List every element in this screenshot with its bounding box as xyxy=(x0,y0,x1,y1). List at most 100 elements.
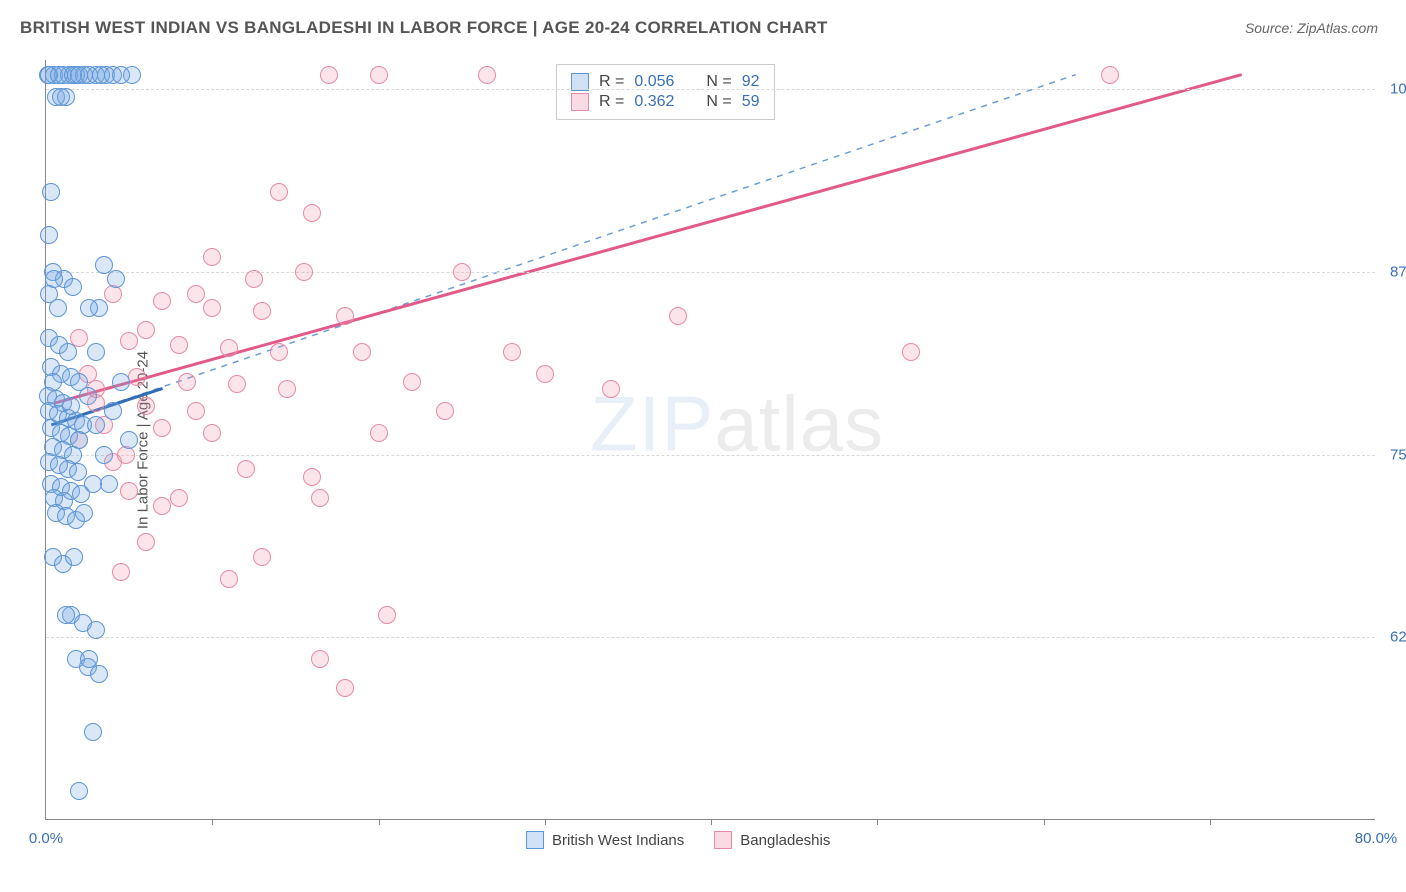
scatter-point xyxy=(120,332,138,350)
scatter-point xyxy=(270,343,288,361)
scatter-point xyxy=(65,548,83,566)
scatter-point xyxy=(187,402,205,420)
x-tick-mark xyxy=(379,819,380,825)
scatter-point xyxy=(80,650,98,668)
scatter-point xyxy=(602,380,620,398)
scatter-point xyxy=(311,489,329,507)
scatter-point xyxy=(503,343,521,361)
scatter-point xyxy=(87,416,105,434)
scatter-point xyxy=(57,606,75,624)
scatter-point xyxy=(303,204,321,222)
x-tick-label: 0.0% xyxy=(29,830,63,847)
scatter-point xyxy=(112,66,130,84)
y-tick-label: 87.5% xyxy=(1380,263,1406,280)
scatter-point xyxy=(378,606,396,624)
scatter-point xyxy=(478,66,496,84)
scatter-point xyxy=(107,270,125,288)
scatter-point xyxy=(128,368,146,386)
legend-swatch xyxy=(714,831,732,849)
scatter-point xyxy=(90,665,108,683)
legend-label: Bangladeshis xyxy=(740,832,830,849)
x-tick-mark xyxy=(877,819,878,825)
scatter-point xyxy=(137,321,155,339)
x-tick-label: 80.0% xyxy=(1355,830,1398,847)
scatter-point xyxy=(253,302,271,320)
legend-label: British West Indians xyxy=(552,832,684,849)
x-tick-mark xyxy=(1210,819,1211,825)
legend-n-label: N = xyxy=(706,93,731,111)
scatter-point xyxy=(112,563,130,581)
legend-correlation: R = 0.056 N = 92 R = 0.362 N = 59 xyxy=(556,64,775,120)
scatter-point xyxy=(45,270,63,288)
scatter-point xyxy=(311,650,329,668)
scatter-point xyxy=(137,397,155,415)
scatter-point xyxy=(336,679,354,697)
scatter-point xyxy=(1101,66,1119,84)
y-tick-label: 75.0% xyxy=(1380,446,1406,463)
y-tick-label: 100.0% xyxy=(1380,81,1406,98)
scatter-point xyxy=(902,343,920,361)
legend-n-value: 59 xyxy=(742,93,760,111)
gridline xyxy=(46,637,1375,638)
scatter-point xyxy=(403,373,421,391)
scatter-point xyxy=(170,489,188,507)
legend-row: R = 0.362 N = 59 xyxy=(571,93,760,111)
scatter-point xyxy=(436,402,454,420)
scatter-point xyxy=(42,183,60,201)
scatter-point xyxy=(49,299,67,317)
legend-item: Bangladeshis xyxy=(714,831,830,849)
scatter-point xyxy=(187,285,205,303)
legend-swatch xyxy=(571,93,589,111)
scatter-point xyxy=(203,248,221,266)
scatter-point xyxy=(170,336,188,354)
scatter-point xyxy=(353,343,371,361)
chart-source: Source: ZipAtlas.com xyxy=(1245,20,1378,36)
scatter-point xyxy=(303,468,321,486)
scatter-point xyxy=(203,299,221,317)
scatter-point xyxy=(453,263,471,281)
scatter-point xyxy=(536,365,554,383)
scatter-point xyxy=(220,339,238,357)
legend-r-label: R = xyxy=(599,93,624,111)
scatter-point xyxy=(64,278,82,296)
watermark: ZIPatlas xyxy=(590,379,884,470)
scatter-point xyxy=(270,183,288,201)
scatter-point xyxy=(153,497,171,515)
scatter-point xyxy=(370,424,388,442)
legend-series: British West Indians Bangladeshis xyxy=(526,831,830,849)
x-tick-mark xyxy=(1044,819,1045,825)
chart-title: BRITISH WEST INDIAN VS BANGLADESHI IN LA… xyxy=(20,18,828,38)
scatter-point xyxy=(59,343,77,361)
scatter-point xyxy=(153,292,171,310)
legend-item: British West Indians xyxy=(526,831,684,849)
gridline xyxy=(46,455,1375,456)
scatter-point xyxy=(100,475,118,493)
scatter-point xyxy=(79,387,97,405)
scatter-point xyxy=(120,431,138,449)
scatter-point xyxy=(203,424,221,442)
scatter-point xyxy=(52,88,70,106)
scatter-point xyxy=(137,533,155,551)
scatter-point xyxy=(153,419,171,437)
legend-r-value: 0.362 xyxy=(634,93,674,111)
scatter-point xyxy=(278,380,296,398)
scatter-point xyxy=(87,621,105,639)
scatter-point xyxy=(120,482,138,500)
scatter-point xyxy=(336,307,354,325)
gridline xyxy=(46,272,1375,273)
legend-swatch xyxy=(526,831,544,849)
scatter-point xyxy=(87,343,105,361)
scatter-point xyxy=(95,256,113,274)
x-tick-mark xyxy=(711,819,712,825)
y-tick-label: 62.5% xyxy=(1380,629,1406,646)
scatter-point xyxy=(253,548,271,566)
chart-header: BRITISH WEST INDIAN VS BANGLADESHI IN LA… xyxy=(0,0,1406,48)
scatter-chart: In Labor Force | Age 20-24 ZIPatlas R = … xyxy=(45,60,1375,820)
scatter-point xyxy=(40,226,58,244)
scatter-point xyxy=(669,307,687,325)
scatter-point xyxy=(220,570,238,588)
scatter-point xyxy=(178,373,196,391)
scatter-point xyxy=(70,782,88,800)
scatter-point xyxy=(320,66,338,84)
scatter-point xyxy=(370,66,388,84)
